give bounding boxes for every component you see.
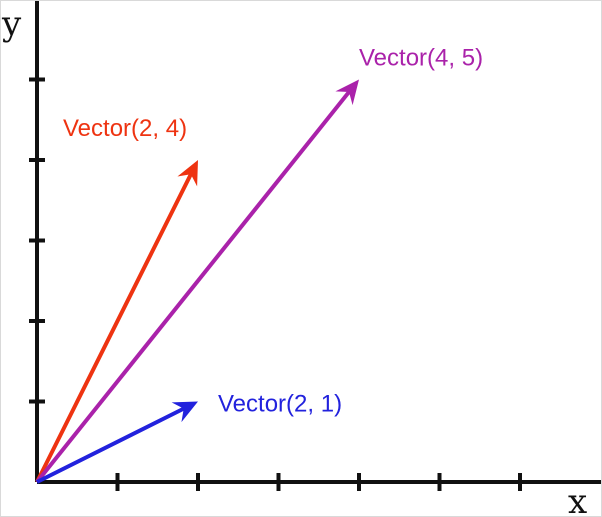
vector-1: Vector(2, 4)	[35, 115, 198, 483]
vector-label: Vector(4, 5)	[359, 45, 483, 72]
vector-shaft	[35, 89, 352, 484]
vector-3: Vector(2, 1)	[36, 391, 342, 484]
vector-2: Vector(4, 5)	[35, 45, 483, 484]
vector-shaft	[35, 171, 194, 483]
vectors: Vector(2, 4) Vector(4, 5) Vector(2, 1)	[35, 45, 483, 484]
vector-arrowhead	[335, 79, 359, 106]
vector-label: Vector(2, 1)	[218, 391, 342, 418]
x-axis-label: x	[568, 482, 587, 516]
y-axis-ticks	[29, 77, 45, 404]
y-axis-label: y	[1, 4, 22, 44]
vector-shaft	[36, 405, 187, 484]
vector-arrowhead	[171, 401, 198, 423]
x-axis-ticks	[115, 473, 522, 491]
vector-label: Vector(2, 4)	[63, 115, 187, 142]
vector-arrowhead	[177, 160, 198, 187]
